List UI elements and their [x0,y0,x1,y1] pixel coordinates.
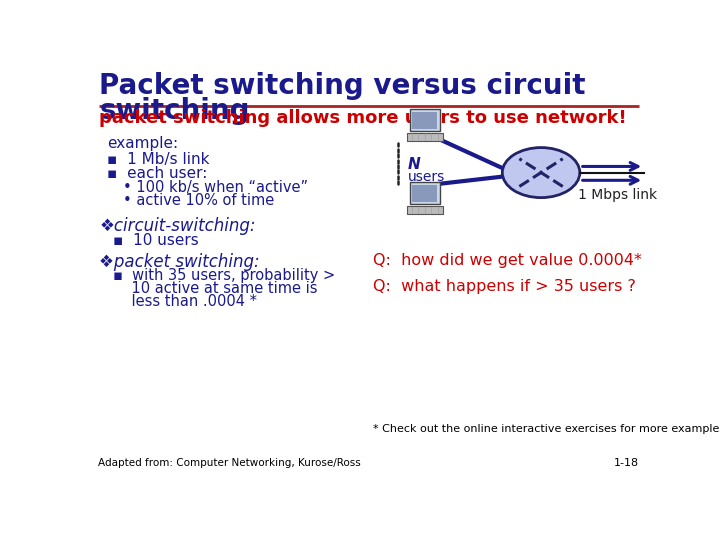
Text: users: users [408,170,445,184]
Bar [413,185,437,202]
Text: switching: switching [99,97,250,125]
Text: example:: example: [107,137,178,151]
Text: less than .0004 *: less than .0004 * [113,294,257,309]
Text: ❖packet switching:: ❖packet switching: [99,253,260,271]
Text: • 100 kb/s when “active”: • 100 kb/s when “active” [122,179,307,194]
Text: ▪  each user:: ▪ each user: [107,166,207,181]
Text: N: N [408,157,420,172]
Text: 1 Mbps link: 1 Mbps link [578,188,657,202]
FancyBboxPatch shape [407,206,443,214]
Text: packet switching allows more users to use network!: packet switching allows more users to us… [99,110,627,127]
Text: ▪  1 Mb/s link: ▪ 1 Mb/s link [107,152,210,167]
Text: ❖circuit-switching:: ❖circuit-switching: [99,217,256,235]
Text: Adapted from: Computer Networking, Kurose/Ross: Adapted from: Computer Networking, Kuros… [98,458,361,468]
Text: 1-18: 1-18 [613,458,639,468]
FancyBboxPatch shape [410,109,439,131]
Text: Packet switching versus circuit: Packet switching versus circuit [99,72,586,100]
Text: 10 active at same time is: 10 active at same time is [113,281,318,296]
Text: ▪  with 35 users, probability >: ▪ with 35 users, probability > [113,268,336,283]
Text: * Check out the online interactive exercises for more examples: * Check out the online interactive exerc… [373,424,720,434]
FancyBboxPatch shape [410,183,439,204]
Bar [413,112,437,129]
FancyBboxPatch shape [407,133,443,140]
Text: Q:  how did we get value 0.0004*: Q: how did we get value 0.0004* [373,253,642,268]
Ellipse shape [503,147,580,198]
Text: • active 10% of time: • active 10% of time [122,193,274,207]
Text: ▪  10 users: ▪ 10 users [113,233,199,248]
Text: Q:  what happens if > 35 users ?: Q: what happens if > 35 users ? [373,279,636,294]
